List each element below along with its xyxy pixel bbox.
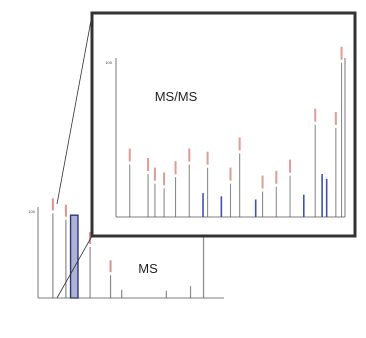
msms-peak-mark-2	[153, 167, 156, 181]
msms-peak-mark-4	[174, 161, 177, 175]
msms-title: MS/MS	[155, 89, 198, 104]
msms-y-max-label: 100	[105, 60, 112, 65]
msms-peak-mark-10	[238, 137, 241, 151]
msms-peaks	[128, 46, 343, 217]
ms-title: MS	[138, 261, 158, 276]
msms-inset-frame	[90, 11, 357, 238]
msms-peak-mark-3	[163, 172, 166, 186]
zoom-line-bottom	[56, 235, 93, 299]
msms-peak-mark-5	[188, 148, 191, 162]
zoom-line-top	[56, 14, 93, 205]
ms-peak-mark-4	[109, 260, 112, 273]
msms-peak-mark-7	[206, 151, 209, 165]
msms-peak-mark-14	[289, 159, 292, 173]
ms-y-max-label: 100	[28, 209, 35, 214]
msms-peak-mark-16	[314, 108, 317, 122]
ms-peak-mark-0	[51, 198, 54, 211]
msms-peak-mark-19	[334, 111, 337, 125]
ms-peak-mark-3	[89, 232, 92, 245]
selected-precursor-window	[69, 214, 79, 299]
msms-peak-mark-20	[340, 46, 343, 60]
msms-peak-mark-12	[261, 175, 264, 189]
msms-peak-mark-13	[275, 170, 278, 184]
msms-spectrum-panel: 100 MS/MS	[90, 11, 357, 238]
msms-peak-mark-1	[147, 158, 150, 172]
ms-peak-mark-1	[64, 204, 67, 217]
msms-peak-mark-9	[229, 167, 232, 181]
msms-peak-mark-0	[128, 148, 131, 162]
